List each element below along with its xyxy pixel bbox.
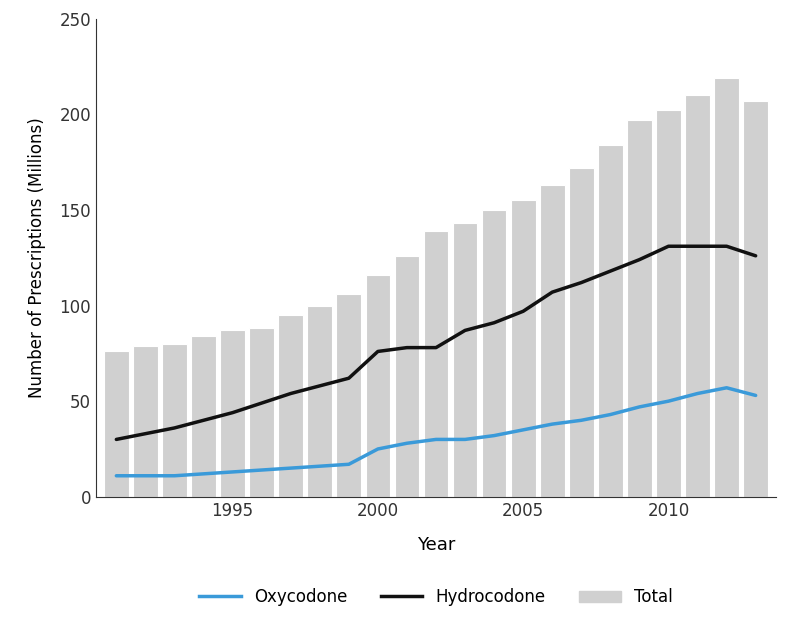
Bar xyxy=(133,346,158,497)
Bar xyxy=(394,256,419,497)
Bar xyxy=(366,275,390,497)
Legend: Oxycodone, Hydrocodone, Total: Oxycodone, Hydrocodone, Total xyxy=(192,582,680,613)
Bar xyxy=(714,78,739,497)
Bar xyxy=(540,185,565,497)
Bar xyxy=(627,120,652,497)
Bar xyxy=(337,294,361,497)
Bar xyxy=(743,101,768,497)
Bar xyxy=(482,210,506,497)
Bar xyxy=(656,111,681,497)
Y-axis label: Number of Prescriptions (Millions): Number of Prescriptions (Millions) xyxy=(28,117,46,398)
Bar xyxy=(511,201,535,497)
Bar xyxy=(598,145,622,497)
X-axis label: Year: Year xyxy=(417,537,455,555)
Bar xyxy=(278,315,303,497)
Bar xyxy=(220,330,245,497)
Bar xyxy=(685,95,710,497)
Bar xyxy=(424,231,448,497)
Bar xyxy=(453,224,478,497)
Bar xyxy=(569,168,594,497)
Bar xyxy=(307,306,332,497)
Bar xyxy=(162,344,187,497)
Bar xyxy=(250,329,274,497)
Bar xyxy=(191,336,216,497)
Bar xyxy=(104,351,129,497)
